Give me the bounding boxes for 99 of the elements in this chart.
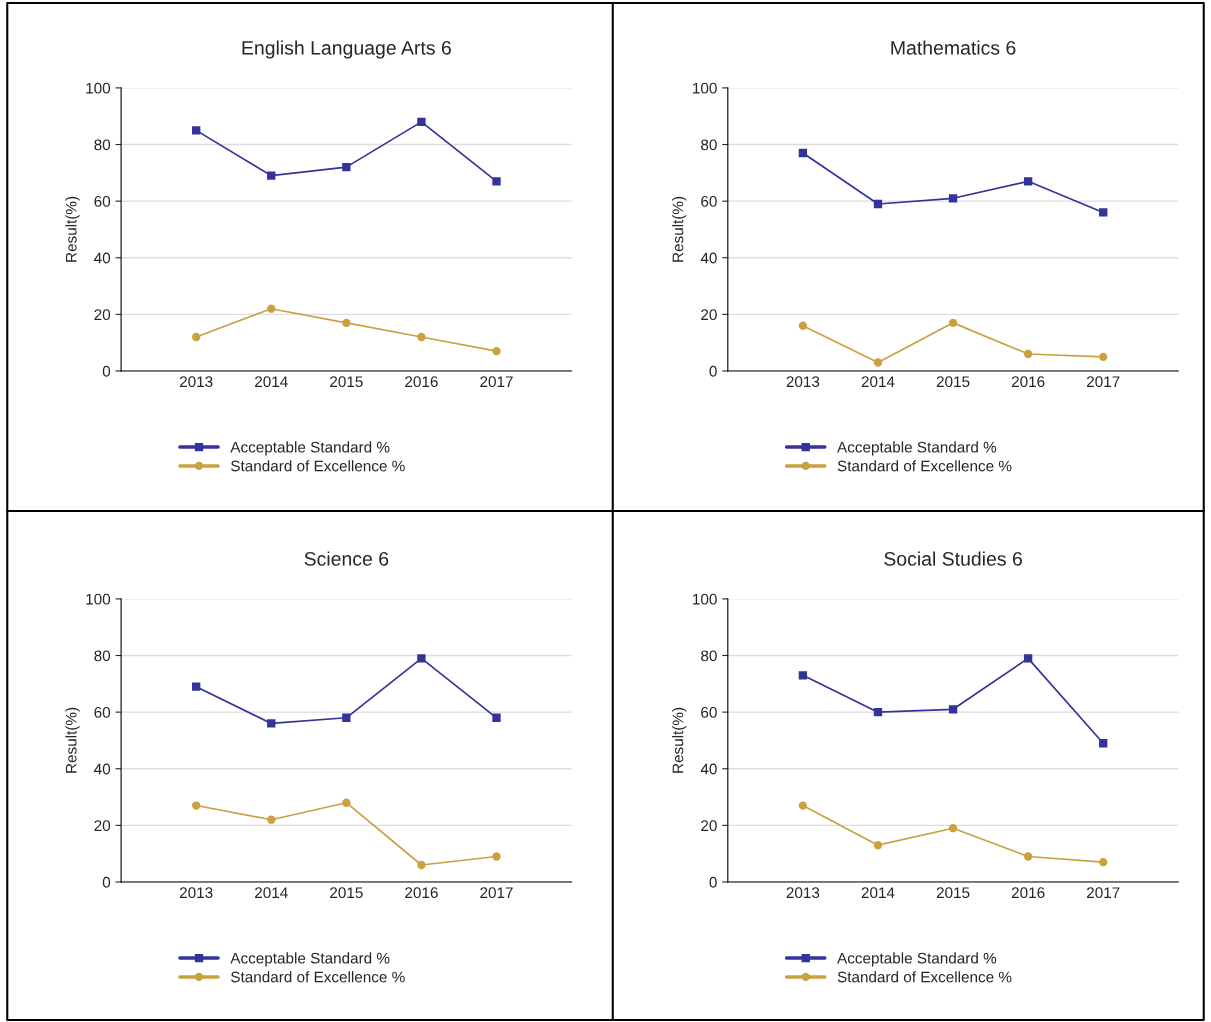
point — [798, 148, 808, 158]
legend-label: Standard of Excellence % — [231, 460, 405, 472]
x-tick-label: 2015 — [936, 887, 970, 899]
x-tick-label: 2013 — [179, 887, 213, 899]
point — [192, 332, 201, 342]
point — [873, 841, 883, 850]
point — [873, 358, 883, 367]
point — [948, 318, 958, 328]
x-tick-label: 2013 — [786, 376, 820, 388]
chart-title: Social Studies 6 — [884, 551, 1022, 566]
point — [267, 815, 276, 824]
y-tick-label: 40 — [94, 252, 111, 264]
point — [417, 332, 426, 342]
x-tick-label: 2014 — [255, 887, 288, 899]
y-tick-label: 40 — [700, 252, 717, 264]
y-tick-label: 60 — [94, 707, 111, 718]
point — [948, 705, 958, 714]
point — [342, 798, 351, 807]
x-tick-label: 2016 — [1011, 887, 1045, 899]
x-tick-label: 2016 — [405, 376, 438, 388]
point — [417, 654, 426, 663]
chart-title: Mathematics 6 — [891, 40, 1016, 55]
point — [417, 117, 426, 127]
x-tick-label: 2015 — [936, 376, 970, 388]
point — [192, 682, 201, 691]
point — [798, 671, 808, 680]
point — [492, 347, 501, 356]
point — [267, 719, 276, 728]
point — [342, 318, 351, 328]
point — [1099, 858, 1108, 867]
legend-label: Acceptable Standard % — [230, 952, 390, 967]
y-tick-label: 100 — [86, 82, 111, 94]
y-tick-label: 80 — [94, 139, 111, 151]
y-tick-label: 40 — [94, 763, 111, 775]
y-tick-label: 20 — [701, 309, 717, 321]
y-tick-label: 80 — [701, 139, 717, 151]
legend-label: Standard of Excellence % — [837, 460, 1012, 472]
point — [1023, 654, 1033, 663]
y-axis-title: Result(%) — [65, 707, 80, 773]
x-tick-label: 2014 — [861, 376, 895, 388]
y-tick-label: 80 — [701, 650, 717, 662]
x-tick-label: 2017 — [1087, 376, 1120, 388]
x-tick-label: 2013 — [179, 376, 213, 388]
point — [192, 801, 201, 810]
legend-label: Acceptable Standard % — [230, 441, 390, 456]
point — [1099, 208, 1108, 217]
point — [267, 304, 276, 313]
x-tick-label: 2014 — [255, 376, 288, 388]
x-tick-label: 2017 — [1087, 887, 1120, 899]
point — [798, 321, 808, 330]
y-tick-label: 100 — [693, 82, 717, 94]
point — [267, 171, 276, 180]
y-tick-label: 100 — [86, 593, 111, 605]
x-tick-label: 2013 — [786, 887, 820, 899]
y-tick-label: 100 — [693, 593, 717, 605]
point — [492, 177, 501, 186]
point — [948, 194, 958, 203]
chart-title: English Language Arts 6 — [242, 40, 451, 59]
y-axis-title: Result(%) — [672, 707, 687, 773]
point — [798, 801, 808, 810]
y-tick-label: 0 — [709, 365, 717, 377]
y-tick-label: 20 — [701, 820, 717, 832]
legend-label: Acceptable Standard % — [837, 441, 997, 456]
y-tick-label: 40 — [700, 763, 717, 775]
x-tick-label: 2015 — [330, 376, 363, 388]
x-tick-label: 2016 — [1011, 376, 1045, 388]
legend-label: Standard of Excellence % — [837, 971, 1012, 983]
legend-label: Acceptable Standard % — [837, 952, 997, 967]
y-axis-title: Result(%) — [65, 196, 80, 262]
point — [1023, 852, 1033, 861]
point — [342, 713, 351, 722]
y-tick-label: 20 — [94, 820, 111, 832]
point — [873, 707, 883, 717]
chart-title: Science 6 — [304, 551, 389, 566]
point — [342, 162, 351, 172]
y-tick-label: 0 — [102, 876, 111, 888]
x-tick-label: 2016 — [405, 887, 438, 899]
point — [1023, 349, 1033, 359]
point — [192, 126, 201, 135]
y-tick-label: 80 — [94, 650, 111, 662]
y-tick-label: 20 — [94, 309, 111, 321]
point — [1099, 352, 1108, 361]
y-tick-label: 60 — [701, 707, 717, 718]
point — [492, 713, 501, 722]
point — [417, 860, 426, 870]
y-tick-label: 60 — [94, 196, 111, 207]
y-axis-title: Result(%) — [672, 196, 687, 262]
point — [1099, 739, 1108, 748]
point — [948, 824, 958, 833]
y-tick-label: 60 — [701, 196, 717, 207]
x-tick-label: 2017 — [480, 887, 513, 899]
y-tick-label: 0 — [709, 876, 717, 888]
point — [873, 199, 883, 209]
x-tick-label: 2017 — [480, 376, 513, 388]
legend-label: Standard of Excellence % — [231, 971, 405, 983]
x-tick-label: 2015 — [330, 887, 363, 899]
x-tick-label: 2014 — [861, 887, 895, 899]
y-tick-label: 0 — [102, 365, 111, 377]
point — [1023, 177, 1033, 186]
